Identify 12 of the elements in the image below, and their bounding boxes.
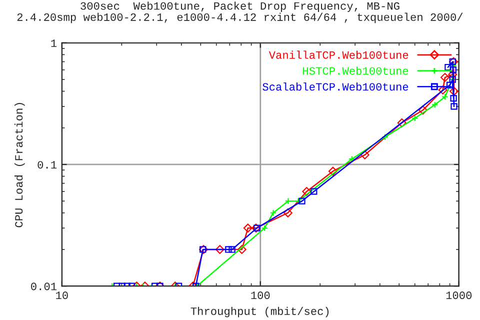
x-tick-label: 10 (56, 292, 68, 300)
x-tick-label: 1000 (446, 292, 472, 300)
legend-label: HSTCP.Web100tune (303, 66, 408, 75)
y-tick-label: 0.1 (38, 161, 57, 169)
legend-label: VanillaTCP.Web100tune (268, 50, 408, 59)
legend-label: ScalableTCP.Web100tune (262, 82, 408, 91)
y-axis-title: CPU Load (Fraction) (14, 103, 25, 228)
y-tick-label: 1 (51, 40, 57, 47)
chart-title: 300sec Web100tune, Packet Drop Frequency, MB-NG 2.4.20smp web100-2.2.1, e1000-4.4.12 rxint 64/64 , txqueuelen 2000/ (17, 2, 463, 24)
y-tick-label: 0.01 (31, 282, 57, 290)
x-tick-label: 100 (251, 292, 270, 300)
x-axis-title: Throughput (mbit/sec) (190, 306, 329, 318)
